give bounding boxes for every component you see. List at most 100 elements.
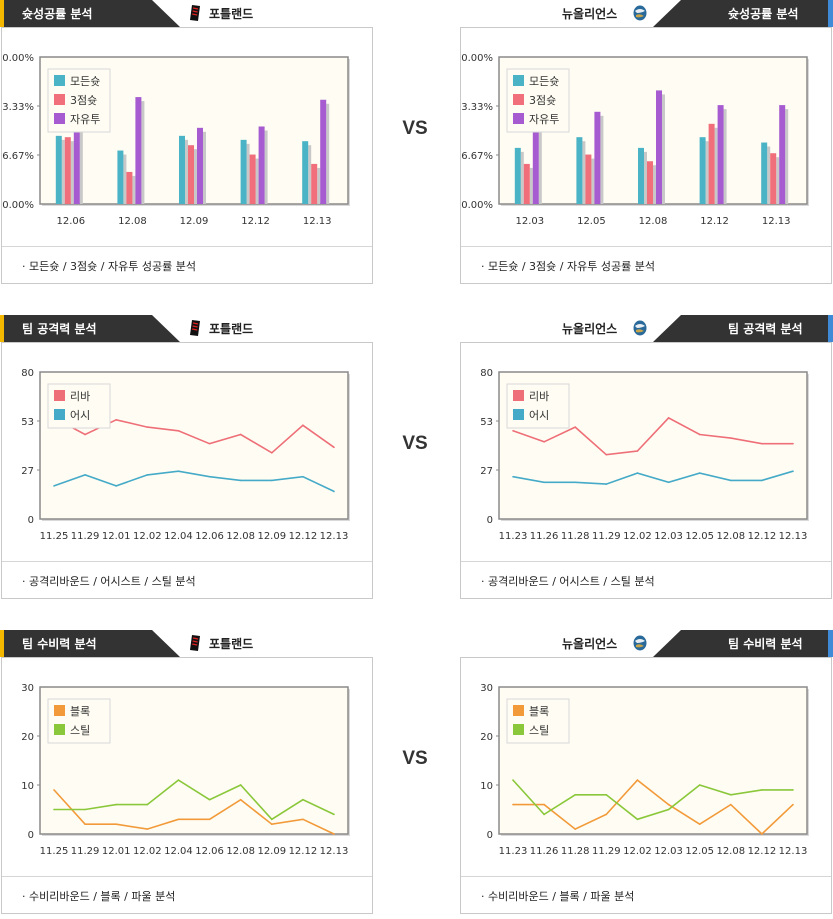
bar-shadow bbox=[591, 158, 595, 204]
data-point bbox=[333, 490, 335, 493]
bar-shadow bbox=[776, 157, 780, 204]
data-point bbox=[761, 789, 763, 791]
header-bar bbox=[0, 0, 180, 27]
data-point bbox=[698, 472, 701, 474]
legend-swatch bbox=[54, 390, 65, 401]
header-accent bbox=[828, 315, 833, 342]
legend-label: 3점슛 bbox=[70, 94, 97, 107]
legend-swatch bbox=[54, 94, 65, 105]
footer-text: · 공격리바운드 / 어시스트 / 스틸 분석 bbox=[22, 575, 196, 588]
bar-shadow bbox=[705, 141, 709, 204]
y-tick-label: 80 bbox=[21, 368, 34, 379]
series-line bbox=[512, 470, 794, 485]
chart-footer: · 공격리바운드 / 어시스트 / 스틸 분석 bbox=[2, 561, 372, 598]
data-point bbox=[636, 779, 639, 781]
bar-shadow bbox=[308, 145, 312, 204]
x-tick-label: 12.02 bbox=[133, 531, 162, 542]
legend-swatch bbox=[54, 113, 65, 124]
x-tick-label: 11.28 bbox=[561, 531, 590, 542]
x-tick-label: 11.28 bbox=[561, 846, 590, 857]
x-tick-label: 11.26 bbox=[530, 846, 559, 857]
bar-shadow bbox=[132, 175, 136, 204]
data-point bbox=[698, 433, 701, 436]
data-point bbox=[605, 794, 608, 796]
header-accent bbox=[828, 0, 833, 27]
data-point bbox=[84, 823, 86, 825]
chart: 110.00% 73.33% 36.67% 0.00% 12.03 12.05 12.08 1… bbox=[461, 53, 809, 227]
x-tick-label: 12.05 bbox=[685, 531, 714, 542]
legend-swatch bbox=[54, 724, 65, 735]
y-tick-label: 0 bbox=[28, 830, 34, 841]
x-tick-label: 12.02 bbox=[133, 846, 162, 857]
data-point bbox=[177, 470, 180, 473]
legend-swatch bbox=[513, 390, 524, 401]
footer-text: · 모든슛 / 3점슛 / 자유투 성공률 분석 bbox=[481, 260, 655, 273]
y-tick-label: 80 bbox=[480, 368, 493, 379]
bar-shadow bbox=[653, 165, 656, 204]
legend-swatch bbox=[54, 409, 65, 420]
bar-shadow bbox=[141, 101, 145, 204]
right-team-name: 뉴올리언스 bbox=[562, 637, 618, 651]
data-point bbox=[53, 485, 55, 487]
x-tick-label: 12.02 bbox=[623, 531, 652, 542]
y-tick-label: 30 bbox=[480, 683, 493, 694]
data-point bbox=[667, 808, 670, 811]
data-point bbox=[84, 474, 86, 476]
y-tick-label: 73.33% bbox=[2, 102, 34, 113]
data-point bbox=[239, 479, 242, 482]
data-point bbox=[574, 828, 577, 830]
x-tick-label: 12.12 bbox=[748, 846, 777, 857]
data-point bbox=[302, 818, 304, 821]
legend-label: 어시 bbox=[529, 409, 549, 422]
bar bbox=[126, 171, 133, 204]
data-point bbox=[270, 823, 273, 825]
data-point bbox=[574, 481, 577, 484]
bar-shadow bbox=[520, 151, 524, 204]
x-tick-label: 12.03 bbox=[654, 531, 683, 542]
data-point bbox=[333, 813, 335, 816]
left-team-name: 포틀랜드 bbox=[209, 637, 254, 651]
data-point bbox=[208, 475, 211, 478]
y-tick-label: 110.00% bbox=[461, 53, 493, 64]
data-point bbox=[698, 823, 701, 825]
data-point bbox=[239, 798, 242, 801]
bar bbox=[779, 105, 786, 204]
x-tick-label: 12.04 bbox=[164, 531, 193, 542]
bar bbox=[117, 150, 124, 204]
right-chart-panel: 110.00% 73.33% 36.67% 0.00% 12.03 12.05 12.08 1… bbox=[460, 27, 832, 284]
bar bbox=[761, 142, 768, 204]
data-point bbox=[302, 424, 304, 427]
x-tick-label: 12.05 bbox=[577, 216, 606, 227]
portland-logo-icon bbox=[187, 634, 203, 652]
bar bbox=[73, 117, 80, 204]
header-bar bbox=[653, 315, 833, 342]
x-tick-label: 12.12 bbox=[241, 216, 270, 227]
series-line bbox=[512, 416, 793, 456]
data-point bbox=[729, 479, 732, 482]
bar-shadow bbox=[767, 146, 771, 204]
data-point bbox=[667, 481, 670, 484]
data-point bbox=[605, 483, 608, 485]
bar bbox=[708, 123, 715, 204]
right-chart-panel: 80 53 27 0 11.23 11.26 11.28 11.29 12.02 12.03 12.… bbox=[460, 342, 832, 599]
x-tick-label: 12.06 bbox=[195, 846, 224, 857]
left-team-name: 포틀랜드 bbox=[209, 7, 254, 21]
y-tick-label: 27 bbox=[21, 466, 34, 477]
bar bbox=[188, 145, 194, 204]
y-tick-label: 73.33% bbox=[461, 102, 493, 113]
x-tick-label: 12.01 bbox=[102, 846, 131, 857]
x-tick-label: 12.13 bbox=[762, 216, 791, 227]
y-tick-label: 0.00% bbox=[2, 200, 34, 211]
x-tick-label: 11.29 bbox=[592, 531, 621, 542]
bar-shadow bbox=[79, 121, 83, 204]
section-title: 팀 수비력 분석 bbox=[728, 637, 803, 651]
bar bbox=[55, 135, 62, 204]
x-tick-label: 12.08 bbox=[226, 846, 255, 857]
bar-shadow bbox=[538, 114, 542, 204]
data-point bbox=[115, 803, 118, 806]
bar-shadow bbox=[246, 143, 250, 204]
x-tick-label: 12.13 bbox=[320, 846, 349, 857]
data-point bbox=[84, 808, 86, 811]
